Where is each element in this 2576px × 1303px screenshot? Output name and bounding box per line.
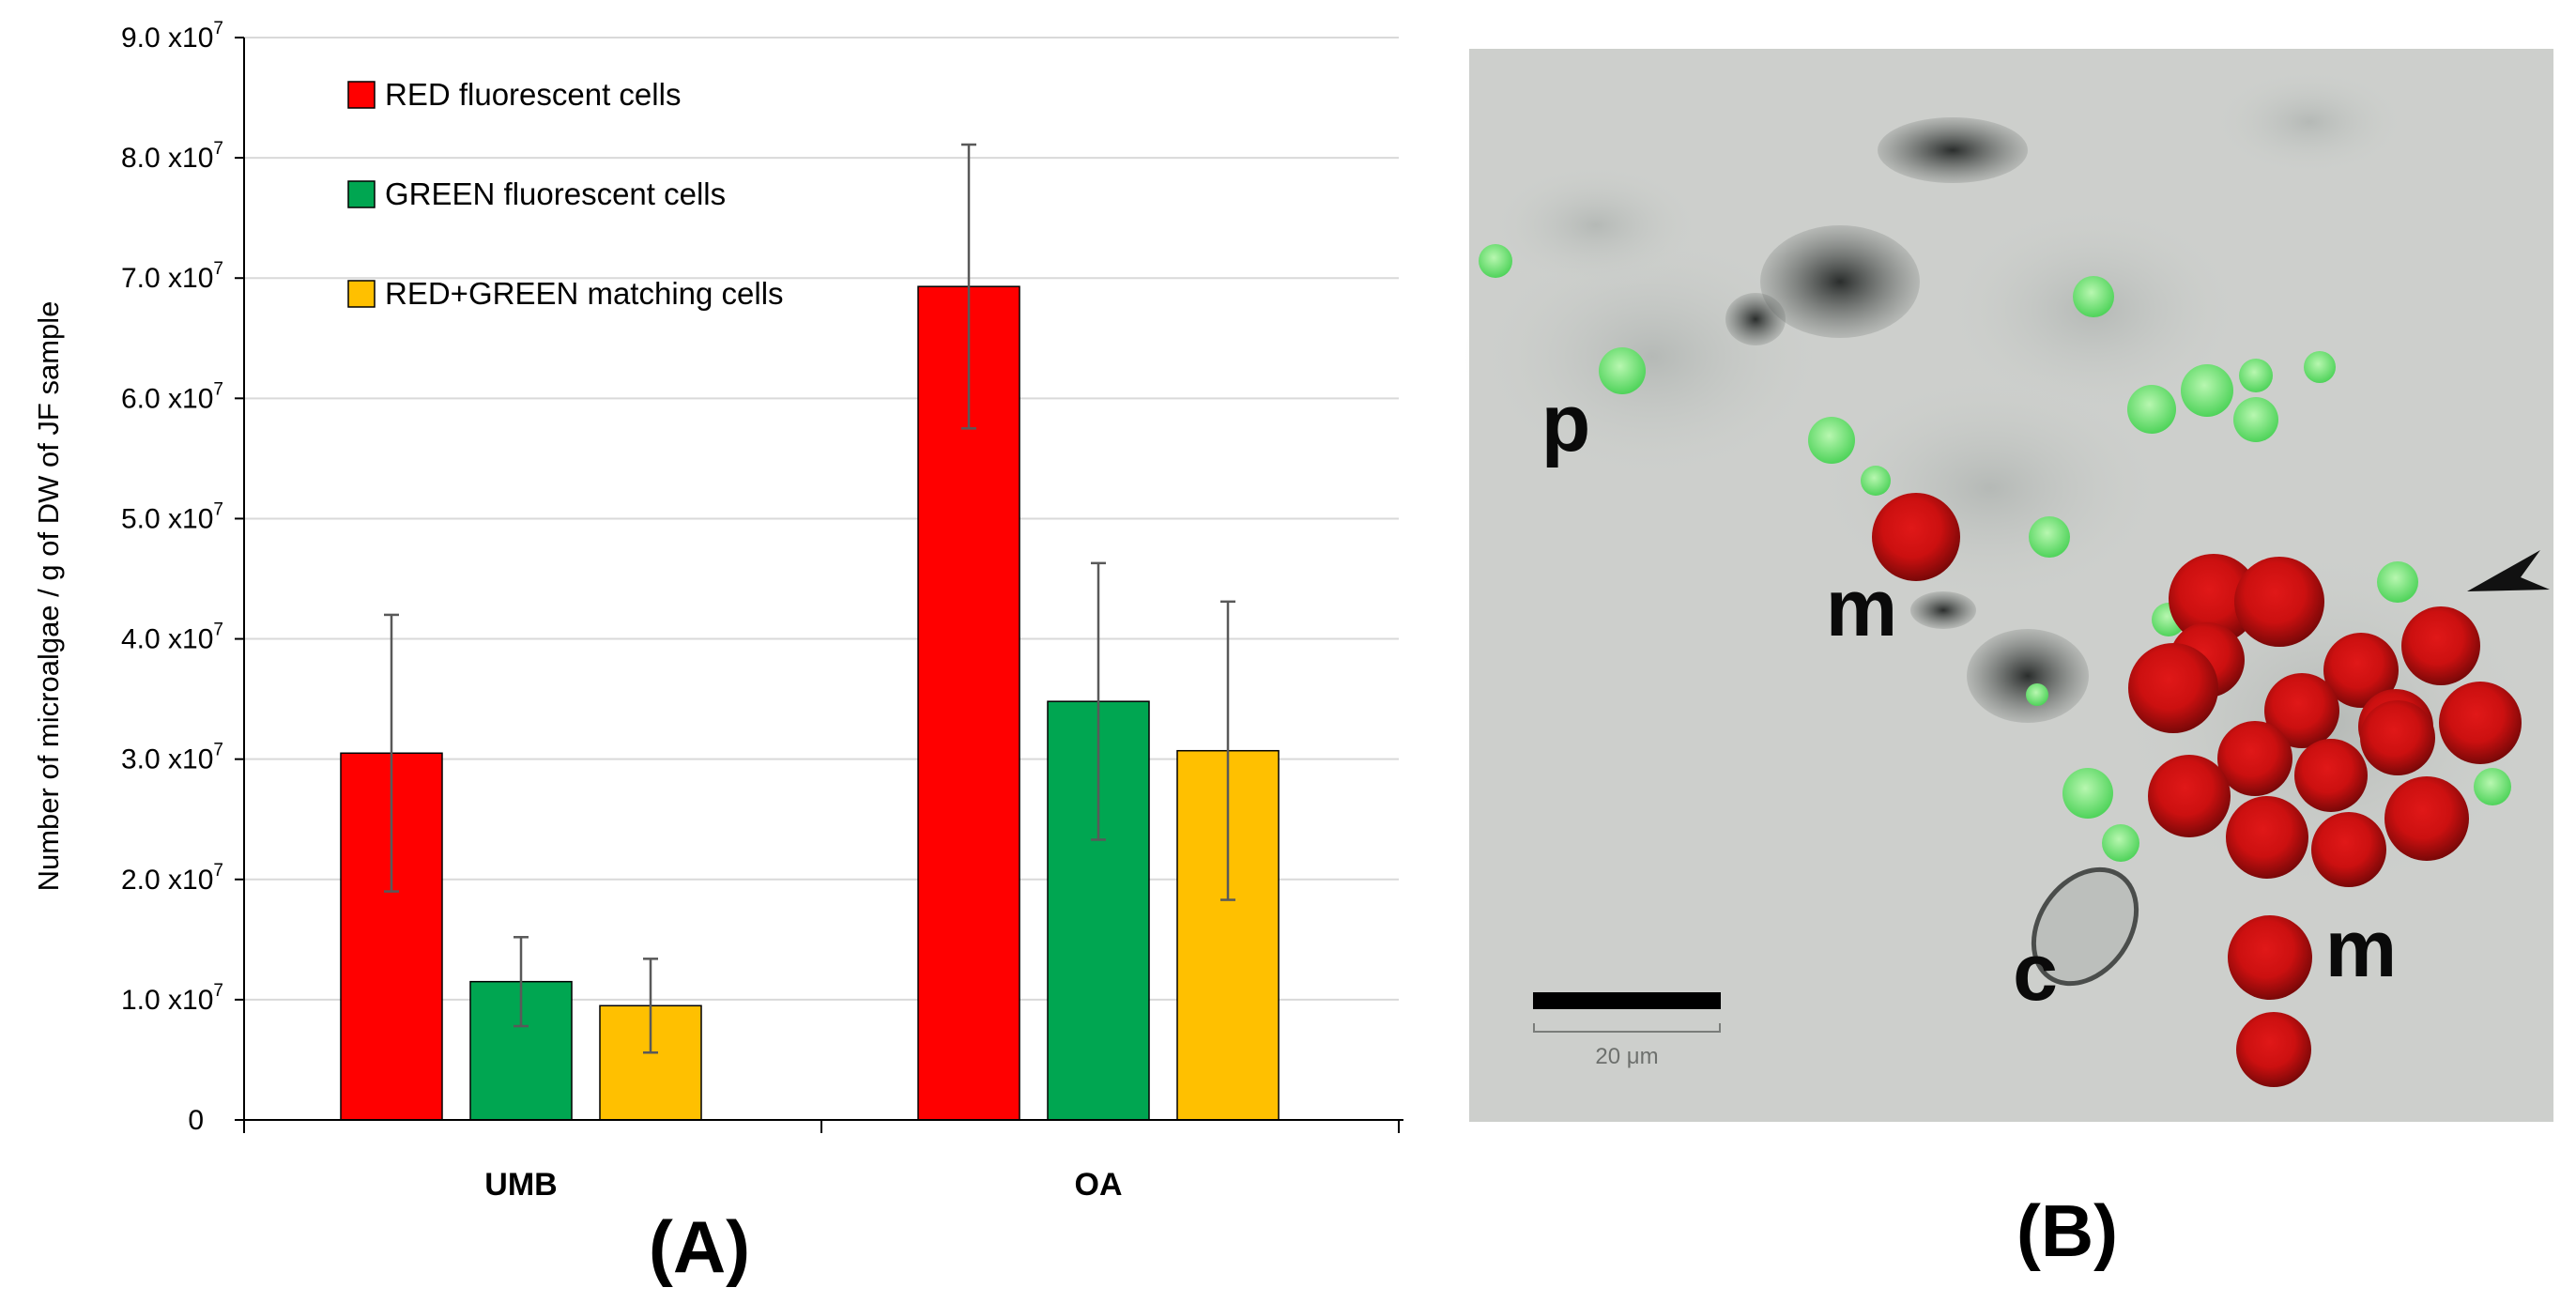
y-tick-label: 7.0 x107 <box>121 259 223 294</box>
red-fluorescent-cell <box>2360 700 2435 775</box>
y-tick-label: 2.0 x107 <box>121 861 223 896</box>
red-fluorescent-cell <box>2234 557 2324 647</box>
axes <box>243 38 1403 1133</box>
green-fluorescent-cell <box>2304 351 2336 383</box>
arrow-icon <box>2467 550 2550 591</box>
red-fluorescent-cell <box>2264 673 2339 748</box>
y-tick-label: 3.0 x107 <box>121 741 223 775</box>
panel-label-a: (A) <box>649 1205 750 1288</box>
red-fluorescent-cell <box>2439 682 2522 764</box>
label-m-upper: m <box>1826 563 1897 653</box>
y-tick-mantissa: 6.0 x10 <box>121 383 213 414</box>
micrograph-image: 20 μm p m m c <box>1464 49 2553 1122</box>
green-fluorescent-cell <box>2233 397 2278 442</box>
y-tick-exponent: 7 <box>213 139 223 159</box>
y-tick-mantissa: 0 <box>188 1105 204 1136</box>
red-fluorescent-cell <box>2228 915 2312 1000</box>
legend-swatch <box>347 280 376 308</box>
red-fluorescent-cell <box>2236 1012 2311 1087</box>
y-tick-exponent: 7 <box>213 621 223 640</box>
y-tick-exponent: 7 <box>213 741 223 760</box>
cnidocyst <box>2031 866 2139 987</box>
green-fluorescent-cell <box>1808 417 1855 464</box>
bars <box>340 285 1280 1121</box>
red-fluorescent-cell <box>2311 812 2386 887</box>
y-tick-label: 1.0 x107 <box>121 981 223 1016</box>
scale-bar <box>1533 992 1721 1009</box>
legend-swatch <box>347 180 376 208</box>
y-tick-mantissa: 4.0 x10 <box>121 624 213 655</box>
dark-debris <box>1910 591 1976 629</box>
y-tick-label: 6.0 x107 <box>121 379 223 414</box>
green-fluorescent-cell <box>2102 824 2139 862</box>
y-tick-mantissa: 9.0 x10 <box>121 23 213 54</box>
y-tick-exponent: 7 <box>213 861 223 881</box>
y-tick-label: 5.0 x107 <box>121 499 223 534</box>
y-tick-label: 4.0 x107 <box>121 621 223 655</box>
y-tick-exponent: 7 <box>213 981 223 1001</box>
y-tick-label: 0 <box>188 1105 204 1136</box>
red-fluorescent-cell <box>2226 796 2308 879</box>
y-tick-mantissa: 1.0 x10 <box>121 985 213 1016</box>
y-tick-label: 8.0 x107 <box>121 139 223 174</box>
x-tick-label: OA <box>1075 1167 1123 1203</box>
red-fluorescent-cell <box>2401 606 2480 685</box>
green-fluorescent-cell <box>1599 347 1646 394</box>
y-axis-label: Number of microalgae / g of DW of JF sam… <box>32 301 65 892</box>
x-tick-label: UMB <box>484 1167 557 1203</box>
green-fluorescent-cell <box>1479 244 1512 278</box>
green-fluorescent-cell <box>2181 364 2233 417</box>
red-fluorescent-cell <box>1872 493 1960 581</box>
red-fluorescent-cell <box>2384 776 2469 861</box>
y-tick-mantissa: 2.0 x10 <box>121 865 213 896</box>
label-m-lower: m <box>2325 904 2397 994</box>
red-fluorescent-cell <box>2323 633 2399 708</box>
red-fluorescent-cell <box>2294 739 2368 812</box>
label-c: c <box>2013 927 2058 1018</box>
dark-debris <box>1760 225 1920 338</box>
green-fluorescent-cell <box>2029 516 2070 558</box>
green-fluorescent-cell <box>2127 385 2176 434</box>
x-tick-labels: UMB OA <box>484 1167 1122 1203</box>
dark-debris <box>1967 629 2089 723</box>
green-fluorescent-cell <box>2239 359 2273 392</box>
y-tick-exponent: 7 <box>213 499 223 519</box>
y-tick-mantissa: 8.0 x10 <box>121 143 213 174</box>
red-fluorescent-cell <box>2148 755 2231 837</box>
y-tick-mantissa: 5.0 x10 <box>121 503 213 534</box>
green-fluorescent-cell <box>2073 276 2114 317</box>
grey-cell-cluster <box>1483 160 1709 291</box>
dark-debris <box>1878 117 2028 183</box>
grey-cell-cluster <box>1464 225 1840 488</box>
legend-swatch <box>347 81 376 109</box>
dark-debris <box>1725 293 1786 345</box>
green-fluorescent-cell <box>2026 683 2048 706</box>
y-tick-exponent: 7 <box>213 259 223 279</box>
y-tick-exponent: 7 <box>213 379 223 399</box>
legend: RED fluorescent cells GREEN fluorescent c… <box>347 77 784 311</box>
y-tick-exponent: 7 <box>213 19 223 38</box>
red-fluorescent-cell <box>2128 643 2218 733</box>
grey-cell-cluster <box>2206 66 2413 178</box>
green-fluorescent-cell <box>2062 768 2113 819</box>
legend-label: RED fluorescent cells <box>385 77 681 112</box>
red-fluorescent-cell <box>2217 721 2292 796</box>
red-fluorescent-cell <box>2169 554 2259 644</box>
scale-bar-label: 20 μm <box>1595 1044 1658 1069</box>
panel-label-b: (B) <box>2016 1189 2118 1272</box>
error-bars <box>384 143 1235 1054</box>
green-fluorescent-cell <box>2474 768 2511 805</box>
y-tick-mantissa: 7.0 x10 <box>121 263 213 294</box>
green-fluorescent-cell <box>2377 561 2418 603</box>
legend-label: GREEN fluorescent cells <box>385 176 726 211</box>
legend-label: RED+GREEN matching cells <box>385 276 784 311</box>
green-fluorescent-cell <box>1861 466 1891 496</box>
y-tick-mantissa: 3.0 x10 <box>121 744 213 775</box>
y-tick-label: 9.0 x107 <box>121 19 223 54</box>
label-p: p <box>1541 378 1591 468</box>
